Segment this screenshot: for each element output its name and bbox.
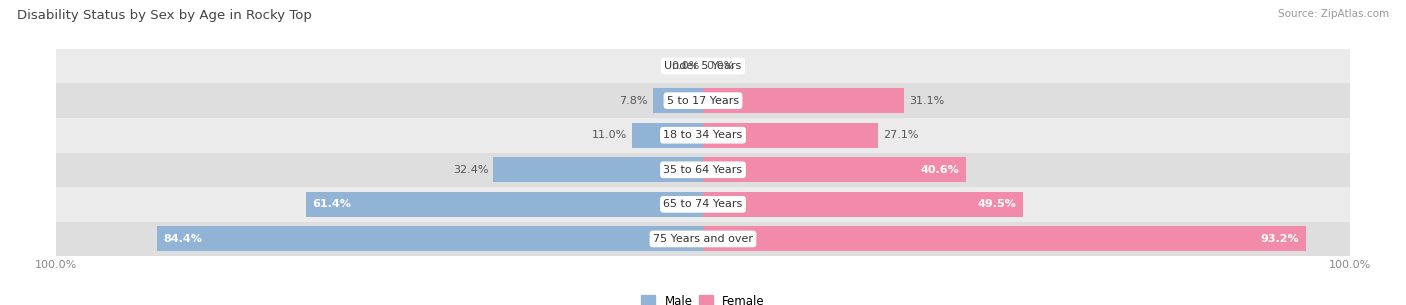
Text: 61.4%: 61.4% — [312, 199, 352, 209]
Text: 65 to 74 Years: 65 to 74 Years — [664, 199, 742, 209]
Bar — [56, 118, 1350, 152]
Bar — [703, 88, 904, 113]
Text: 27.1%: 27.1% — [883, 130, 920, 140]
Bar — [56, 222, 1350, 256]
Text: 11.0%: 11.0% — [592, 130, 627, 140]
Text: 7.8%: 7.8% — [619, 96, 647, 106]
Text: Disability Status by Sex by Age in Rocky Top: Disability Status by Sex by Age in Rocky… — [17, 9, 312, 22]
Text: 49.5%: 49.5% — [979, 199, 1017, 209]
Bar — [703, 227, 1306, 251]
Text: 84.4%: 84.4% — [163, 234, 202, 244]
Text: 93.2%: 93.2% — [1261, 234, 1299, 244]
Text: 75 Years and over: 75 Years and over — [652, 234, 754, 244]
Bar — [56, 152, 1350, 187]
Text: Under 5 Years: Under 5 Years — [665, 61, 741, 71]
Bar — [56, 83, 1350, 118]
Text: 18 to 34 Years: 18 to 34 Years — [664, 130, 742, 140]
Bar — [157, 227, 703, 251]
Bar — [652, 88, 703, 113]
Legend: Male, Female: Male, Female — [637, 290, 769, 305]
Text: 5 to 17 Years: 5 to 17 Years — [666, 96, 740, 106]
Bar — [703, 157, 966, 182]
Bar — [56, 49, 1350, 83]
Text: Source: ZipAtlas.com: Source: ZipAtlas.com — [1278, 9, 1389, 19]
Bar — [703, 123, 879, 148]
Bar — [56, 187, 1350, 222]
Text: 0.0%: 0.0% — [672, 61, 700, 71]
Bar — [703, 192, 1024, 217]
Text: 32.4%: 32.4% — [453, 165, 488, 175]
Text: 31.1%: 31.1% — [910, 96, 945, 106]
Text: 40.6%: 40.6% — [921, 165, 959, 175]
Text: 35 to 64 Years: 35 to 64 Years — [664, 165, 742, 175]
Bar — [494, 157, 703, 182]
Bar — [307, 192, 703, 217]
Text: 0.0%: 0.0% — [706, 61, 734, 71]
Bar — [631, 123, 703, 148]
